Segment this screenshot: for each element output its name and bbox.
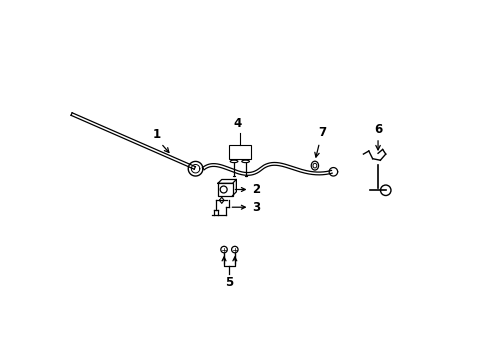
Bar xyxy=(218,183,232,195)
Text: 4: 4 xyxy=(233,117,242,130)
Ellipse shape xyxy=(311,161,318,170)
Text: 1: 1 xyxy=(152,128,160,141)
Circle shape xyxy=(221,246,227,253)
Bar xyxy=(229,145,250,159)
Text: 7: 7 xyxy=(318,126,326,139)
Circle shape xyxy=(380,185,390,195)
Circle shape xyxy=(231,246,238,253)
Text: 3: 3 xyxy=(251,201,259,214)
Text: 5: 5 xyxy=(225,276,233,289)
Ellipse shape xyxy=(241,160,249,163)
Circle shape xyxy=(220,186,226,193)
Text: 2: 2 xyxy=(251,183,259,196)
Text: 6: 6 xyxy=(373,123,382,136)
Ellipse shape xyxy=(230,160,238,163)
